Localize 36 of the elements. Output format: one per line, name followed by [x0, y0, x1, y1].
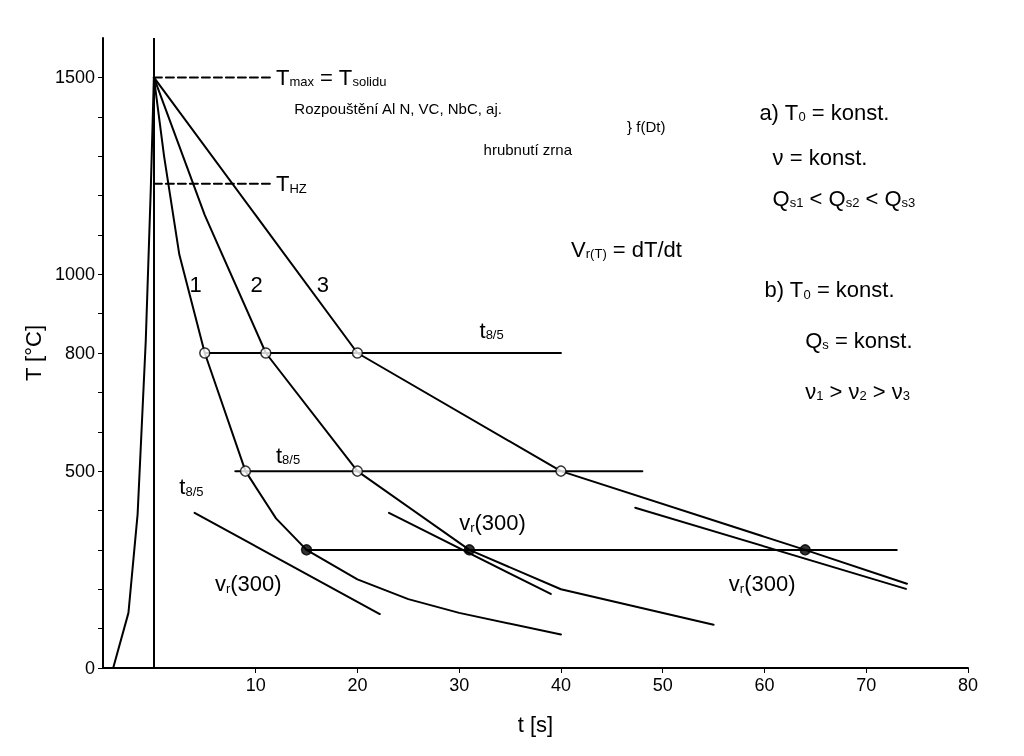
y-axis-title: T [°C] — [20, 324, 46, 382]
x-tick-label: 70 — [856, 675, 877, 695]
annotation: 3 — [316, 271, 329, 297]
annotation: THZ — [276, 171, 307, 197]
annotation: 2 — [250, 271, 263, 297]
annotation: vr(300) — [459, 510, 526, 536]
x-tick-label: 60 — [754, 675, 775, 695]
annotation: vr(300) — [214, 571, 282, 597]
x-tick-label: 40 — [550, 675, 571, 695]
annotation: t8/5 — [479, 317, 504, 343]
annotation: Rozpouštění Al N, VC, NbC, aj. — [294, 100, 502, 118]
y-tick-label: 1000 — [54, 264, 95, 285]
y-tick-label: 1500 — [54, 67, 95, 88]
y-tick-label: 500 — [64, 461, 95, 482]
annotation: a) T0 = konst. — [759, 99, 890, 125]
annotation: vr(300) — [728, 571, 796, 597]
annotation: ν1 > ν2 > ν3 — [805, 378, 911, 404]
x-axis-title: t [s] — [517, 711, 554, 737]
annotation: Vr(T) = dT/dt — [571, 236, 682, 262]
x-tick-label: 50 — [652, 675, 673, 695]
y-tick-label: 0 — [84, 658, 95, 678]
x-tick-label: 10 — [245, 675, 266, 695]
x-tick-label: 80 — [957, 675, 979, 695]
annotation: hrubnutí zrna — [483, 140, 573, 158]
annotation: 1 — [189, 271, 202, 297]
annotation: t8/5 — [276, 442, 301, 468]
x-tick-label: 20 — [347, 675, 368, 695]
annotation: } f(Dt) — [627, 118, 666, 136]
annotation: b) T0 = konst. — [764, 277, 895, 303]
annotation: Tmax = Tsolidu — [276, 64, 387, 90]
annotation: t8/5 — [179, 474, 204, 500]
annotation: ν = konst. — [772, 145, 868, 171]
y-tick-label: 800 — [64, 343, 95, 363]
annotation: Qs = konst. — [805, 327, 913, 353]
x-tick-label: 30 — [449, 675, 470, 695]
annotation: Qs1 < Qs2 < Qs3 — [772, 185, 916, 211]
